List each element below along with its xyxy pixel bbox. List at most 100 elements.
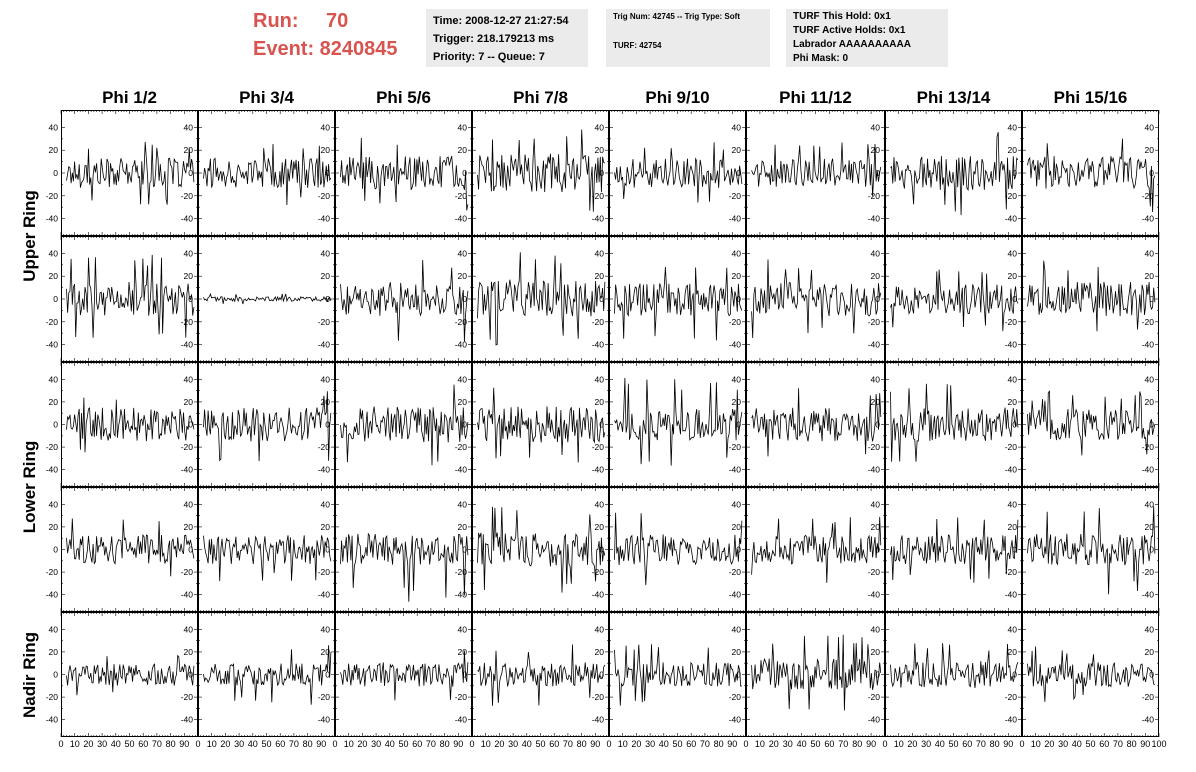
- y-tick-label: 0: [462, 168, 467, 178]
- y-tick-label: 20: [458, 397, 468, 407]
- y-tick-label: -40: [181, 715, 194, 725]
- y-tick-label: -40: [729, 465, 742, 475]
- y-tick-label: -20: [455, 317, 468, 327]
- y-tick-label: 20: [458, 271, 468, 281]
- y-tick-label: 20: [321, 145, 331, 155]
- waveform-trace: [477, 644, 606, 706]
- panel-frame: [609, 487, 746, 612]
- y-tick-label: 20: [871, 522, 881, 532]
- column-title: Phi 7/8: [513, 88, 568, 107]
- y-tick-label: -20: [868, 191, 881, 201]
- y-tick-label: 40: [49, 374, 59, 384]
- y-tick-label: -20: [181, 191, 194, 201]
- y-tick-label: -40: [455, 214, 468, 224]
- y-tick-label: 0: [736, 294, 741, 304]
- y-tick-label: -40: [1005, 214, 1018, 224]
- y-tick-label: 20: [595, 647, 605, 657]
- y-tick-label: -40: [318, 214, 331, 224]
- y-tick-label: 40: [595, 624, 605, 634]
- y-tick-label: 40: [871, 122, 881, 132]
- y-tick-label: 20: [1008, 522, 1018, 532]
- y-tick-label: -40: [592, 715, 605, 725]
- y-tick-label: -20: [46, 317, 59, 327]
- trigger-text: Trigger: 218.179213 ms: [433, 33, 555, 45]
- waveform-trace: [340, 384, 469, 466]
- phi-mask-text: Phi Mask: 0: [793, 53, 849, 64]
- y-tick-label: 0: [1012, 168, 1017, 178]
- y-tick-label: -40: [1005, 340, 1018, 350]
- y-tick-label: 20: [321, 647, 331, 657]
- y-tick-label: 40: [871, 624, 881, 634]
- y-tick-label: 20: [49, 647, 59, 657]
- y-tick-label: 20: [184, 145, 194, 155]
- y-tick-label: 40: [595, 374, 605, 384]
- y-tick-label: 40: [1008, 499, 1018, 509]
- y-tick-label: 20: [321, 397, 331, 407]
- waveform-trace: [340, 259, 469, 342]
- waveform-trace: [66, 654, 195, 696]
- y-tick-label: -20: [318, 567, 331, 577]
- y-tick-label: -40: [868, 214, 881, 224]
- y-tick-label: 20: [732, 271, 742, 281]
- y-tick-label: 20: [49, 145, 59, 155]
- y-tick-label: 40: [595, 248, 605, 258]
- waveform-trace: [477, 129, 606, 212]
- y-tick-label: 40: [732, 374, 742, 384]
- y-tick-label: 0: [462, 294, 467, 304]
- y-tick-label: 40: [321, 374, 331, 384]
- y-tick-label: 20: [595, 271, 605, 281]
- y-tick-label: 20: [732, 397, 742, 407]
- y-tick-label: 0: [462, 545, 467, 555]
- y-tick-label: -40: [455, 340, 468, 350]
- y-tick-label: 0: [325, 294, 330, 304]
- y-tick-label: 20: [595, 397, 605, 407]
- y-tick-label: 40: [184, 122, 194, 132]
- turf-text: TURF: 42754: [613, 41, 662, 50]
- y-tick-label: 20: [871, 647, 881, 657]
- y-tick-label: -20: [729, 567, 742, 577]
- y-tick-label: 20: [321, 522, 331, 532]
- y-tick-label: 40: [1008, 374, 1018, 384]
- y-tick-label: -20: [46, 442, 59, 452]
- y-tick-label: 40: [321, 624, 331, 634]
- panel-frame: [335, 487, 472, 612]
- y-tick-label: -40: [318, 715, 331, 725]
- y-tick-label: -40: [46, 715, 59, 725]
- y-tick-label: 40: [1145, 122, 1155, 132]
- waveform-trace: [340, 650, 469, 701]
- y-tick-label: 40: [458, 624, 468, 634]
- y-tick-label: -20: [318, 317, 331, 327]
- y-tick-label: -40: [318, 590, 331, 600]
- y-tick-label: 20: [458, 522, 468, 532]
- y-tick-label: -20: [592, 191, 605, 201]
- y-tick-label: -40: [46, 590, 59, 600]
- y-tick-label: 40: [871, 374, 881, 384]
- column-title: Phi 1/2: [102, 88, 157, 107]
- y-tick-label: -20: [1005, 317, 1018, 327]
- y-tick-label: -40: [46, 465, 59, 475]
- y-tick-label: 40: [1145, 374, 1155, 384]
- y-tick-label: -40: [181, 340, 194, 350]
- y-tick-label: 0: [875, 670, 880, 680]
- y-tick-label: 40: [458, 499, 468, 509]
- y-tick-label: -20: [1005, 442, 1018, 452]
- column-title: Phi 11/12: [779, 88, 852, 107]
- y-tick-label: 40: [49, 248, 59, 258]
- panel-frame: [335, 236, 472, 362]
- turf-info-box: TURF This Hold: 0x1 TURF Active Holds: 0…: [786, 9, 948, 67]
- y-tick-label: -40: [181, 214, 194, 224]
- y-tick-label: -20: [46, 567, 59, 577]
